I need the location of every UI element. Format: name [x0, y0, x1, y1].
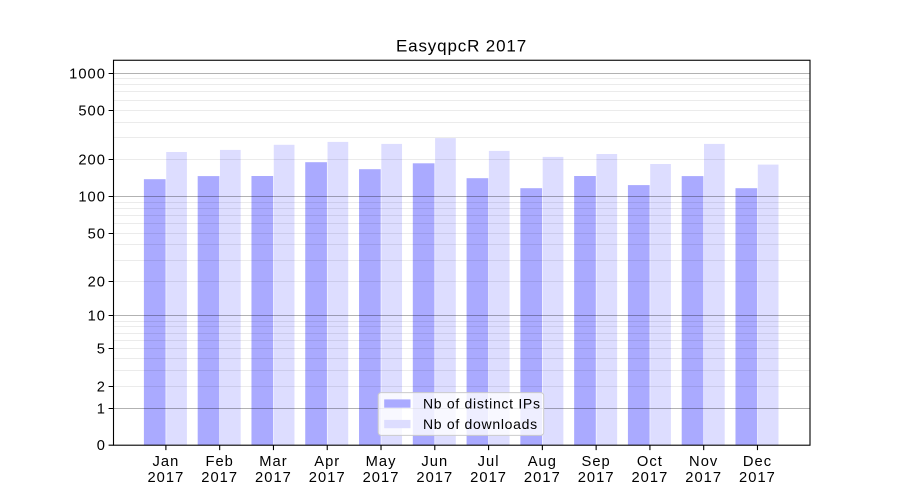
svg-text:EasyqpcR 2017: EasyqpcR 2017 — [396, 36, 527, 55]
svg-text:50: 50 — [88, 226, 106, 242]
svg-text:2017: 2017 — [524, 470, 561, 486]
svg-text:2017: 2017 — [685, 470, 722, 486]
svg-text:Mar: Mar — [259, 454, 287, 470]
svg-text:Feb: Feb — [205, 454, 233, 470]
svg-text:Dec: Dec — [743, 454, 772, 470]
svg-text:20: 20 — [88, 274, 106, 290]
svg-text:Jan: Jan — [152, 454, 179, 470]
svg-text:2017: 2017 — [470, 470, 507, 486]
svg-text:2017: 2017 — [739, 470, 776, 486]
svg-text:2017: 2017 — [363, 470, 400, 486]
svg-text:Jul: Jul — [478, 454, 500, 470]
svg-text:Nov: Nov — [689, 454, 718, 470]
svg-text:0: 0 — [97, 438, 106, 454]
svg-text:2017: 2017 — [416, 470, 453, 486]
svg-text:500: 500 — [78, 103, 106, 119]
svg-text:2017: 2017 — [201, 470, 238, 486]
svg-text:2017: 2017 — [309, 470, 346, 486]
svg-text:Aug: Aug — [528, 454, 557, 470]
svg-text:May: May — [366, 454, 397, 470]
svg-text:1: 1 — [97, 401, 106, 417]
svg-text:Oct: Oct — [637, 454, 663, 470]
svg-text:1000: 1000 — [69, 66, 106, 82]
svg-text:2017: 2017 — [147, 470, 184, 486]
svg-text:10: 10 — [88, 308, 106, 324]
svg-text:5: 5 — [97, 341, 106, 357]
svg-text:100: 100 — [78, 189, 106, 205]
svg-text:2: 2 — [97, 379, 106, 395]
svg-text:2017: 2017 — [578, 470, 615, 486]
svg-text:2017: 2017 — [631, 470, 668, 486]
svg-text:Nb of distinct IPs: Nb of distinct IPs — [423, 396, 541, 412]
svg-text:2017: 2017 — [255, 470, 292, 486]
svg-text:200: 200 — [78, 152, 106, 168]
svg-text:Nb of downloads: Nb of downloads — [423, 416, 538, 432]
svg-text:Jun: Jun — [421, 454, 448, 470]
svg-text:Sep: Sep — [581, 454, 610, 470]
svg-text:Apr: Apr — [314, 454, 340, 470]
